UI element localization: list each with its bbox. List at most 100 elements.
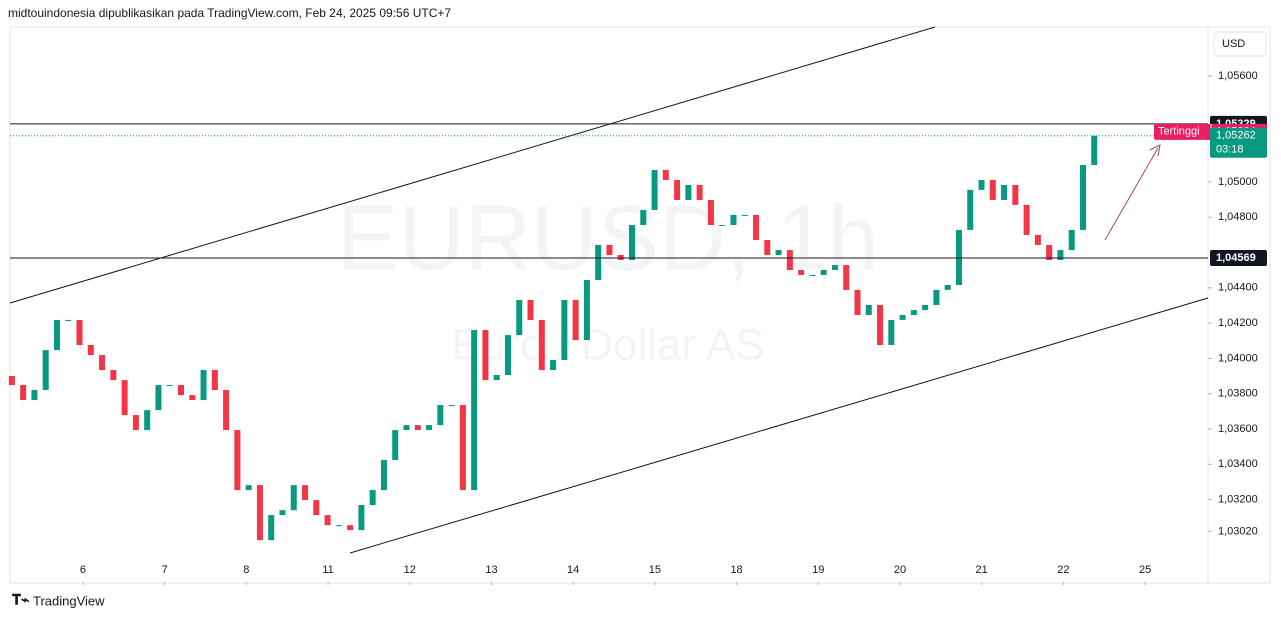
currency-button[interactable]	[1213, 31, 1267, 57]
candle	[335, 525, 342, 527]
candle	[471, 330, 478, 491]
candle	[538, 319, 545, 371]
candle	[1068, 229, 1075, 251]
candle	[76, 319, 83, 345]
candle	[459, 405, 466, 491]
candle	[617, 255, 624, 260]
candle	[899, 315, 906, 320]
candle	[933, 289, 940, 305]
candle	[20, 385, 27, 401]
candle	[696, 184, 703, 200]
y-tick-label: 1,04400	[1218, 282, 1258, 294]
candle	[1012, 184, 1019, 205]
candle	[922, 304, 929, 311]
candle	[166, 385, 173, 387]
candle	[482, 330, 489, 381]
candle	[414, 425, 421, 431]
candle	[132, 415, 139, 431]
candle	[651, 169, 658, 210]
candle	[437, 405, 444, 426]
watermark: EURUSD, 1h	[337, 187, 879, 289]
candle	[121, 380, 128, 416]
candle	[888, 319, 895, 345]
candle	[606, 244, 613, 255]
arrow-head	[1149, 144, 1161, 157]
chart-frame	[9, 26, 1271, 584]
candle	[1091, 135, 1098, 165]
candle	[741, 214, 748, 216]
candle	[392, 430, 399, 461]
candle	[268, 515, 275, 541]
candle	[561, 300, 568, 360]
candle	[516, 300, 523, 336]
trend-line	[9, 26, 936, 304]
x-tick-label: 12	[404, 564, 416, 576]
price-axis: 1,05600 1,05000 1,04800 1,04400 1,04200 1,040…	[1154, 70, 1267, 537]
y-tick-label: 1,05600	[1218, 70, 1258, 82]
candle	[87, 345, 94, 356]
candle	[572, 300, 579, 341]
candle	[1057, 250, 1064, 260]
candle	[448, 405, 455, 406]
candle	[347, 525, 354, 531]
x-tick-label: 6	[80, 564, 86, 576]
x-tick-label: 8	[243, 564, 249, 576]
y-tick-label: 1,03600	[1218, 423, 1258, 435]
candle	[313, 500, 320, 516]
candle	[877, 304, 884, 345]
candle	[967, 189, 974, 230]
candle	[31, 390, 38, 401]
candle	[358, 505, 365, 531]
x-tick-label: 25	[1139, 564, 1151, 576]
candle	[786, 250, 793, 270]
candle	[1079, 165, 1086, 230]
candle	[843, 265, 850, 290]
candle	[1023, 204, 1030, 235]
candle	[178, 385, 185, 396]
candle	[628, 225, 635, 260]
last-price-box	[1210, 127, 1267, 158]
candle	[110, 370, 117, 381]
candle	[200, 370, 207, 401]
candle	[910, 310, 917, 315]
brand: TradingView	[33, 593, 105, 608]
candle	[989, 180, 996, 200]
x-tick-label: 11	[322, 564, 333, 576]
candle	[809, 274, 816, 276]
price-label-box	[1210, 250, 1267, 266]
trend-line	[349, 297, 1209, 554]
candle	[820, 270, 827, 275]
candle	[493, 375, 500, 381]
y-tick-label: 1,05000	[1218, 176, 1258, 188]
x-tick-label: 18	[730, 564, 742, 576]
candle	[550, 360, 557, 371]
candle	[707, 199, 714, 225]
x-tick-label: 15	[649, 564, 661, 576]
candle	[674, 180, 681, 200]
candle	[583, 280, 590, 341]
candle	[8, 376, 15, 386]
candle	[798, 270, 805, 275]
candle	[1001, 184, 1008, 200]
price-label: 1,04569	[1216, 252, 1256, 264]
candle	[189, 395, 196, 401]
y-tick-label: 1,04800	[1218, 211, 1258, 223]
candle	[155, 385, 162, 411]
x-tick-label: 14	[567, 564, 579, 576]
candle	[99, 355, 106, 371]
candle	[978, 180, 985, 190]
header: midtouindonesia dipublikasikan pada Trad…	[8, 6, 451, 20]
y-tick-label: 1,04000	[1218, 352, 1258, 364]
candle	[944, 285, 951, 290]
candle	[65, 319, 72, 321]
x-tick-label: 7	[162, 564, 168, 576]
candle	[640, 210, 647, 225]
x-tick-label: 20	[894, 564, 906, 576]
candle	[831, 265, 838, 270]
currency[interactable]: USD	[1222, 38, 1245, 50]
candle	[775, 250, 782, 255]
candle	[144, 410, 151, 431]
candle	[955, 229, 962, 285]
candle	[245, 485, 252, 491]
